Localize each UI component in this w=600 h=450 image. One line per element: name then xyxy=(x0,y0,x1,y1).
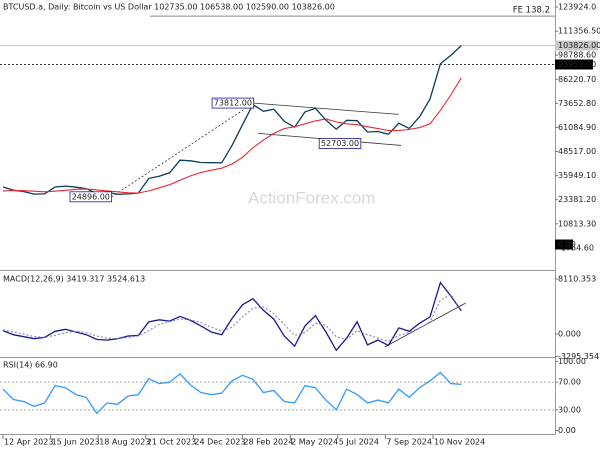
annotation-box xyxy=(69,191,112,203)
trendline xyxy=(111,102,254,198)
horizontal-line-box xyxy=(555,59,593,70)
y-tick-label: 23381.20 xyxy=(558,195,596,204)
y-tick-label: 0.000 xyxy=(558,330,581,339)
y-tick-label: 61084.90 xyxy=(558,123,596,132)
y-tick-label: 100.00 xyxy=(558,357,586,366)
fe-label: FE 138.2 xyxy=(513,6,550,16)
x-tick-label: 5 Jul 2024 xyxy=(339,438,379,447)
y-tick-label: 70.00 xyxy=(558,378,581,387)
panel-title: BTCUSD.a, Daily: Bitcoin vs US Dollar 10… xyxy=(3,3,335,12)
y-tick-label: 8110.353 xyxy=(558,274,596,283)
x-tick-label: 18 Aug 2023 xyxy=(99,438,150,447)
y-tick-label: 73652.80 xyxy=(558,99,596,108)
x-tick-label: 15 Jun 2023 xyxy=(52,438,100,447)
zero-marker-label: 0.00 xyxy=(558,240,576,249)
series-line xyxy=(2,281,462,352)
y-tick-label: 35949.10 xyxy=(558,171,596,180)
y-tick-label: 86220.70 xyxy=(558,75,596,84)
series-line xyxy=(2,371,462,415)
annotation-label: 52703.00 xyxy=(321,139,359,148)
last-price-box xyxy=(555,40,598,51)
series-line xyxy=(2,45,462,195)
x-tick-label: 10 Nov 2024 xyxy=(434,438,485,447)
annotation-label: 73812.00 xyxy=(214,99,252,108)
last-price-label: 103826.00 xyxy=(558,41,600,50)
y-tick-label: 48517.00 xyxy=(558,147,596,156)
x-tick-label: 12 Apr 2023 xyxy=(4,438,53,447)
horizontal-line-label: 93951.00 xyxy=(558,60,596,69)
panel-title: MACD(12,26,9) 3419.317 3524.613 xyxy=(3,275,145,284)
y-tick-label: 98788.60 xyxy=(558,51,596,60)
watermark: ActionForex.com xyxy=(248,188,376,207)
x-tick-label: 28 Feb 2024 xyxy=(244,438,294,447)
series-line xyxy=(2,293,462,343)
zero-marker-box xyxy=(555,239,573,250)
annotation-label: 24896.00 xyxy=(72,192,110,201)
y-tick-label: 30.00 xyxy=(558,405,581,414)
y-tick-label: 123924.0 xyxy=(558,3,596,12)
x-tick-label: 24 Dec 2023 xyxy=(194,438,245,447)
y-tick-label: -3295.354 xyxy=(558,352,599,361)
panel-title: RSI(14) 66.90 xyxy=(3,361,58,370)
y-tick-label: -1754.60 xyxy=(558,243,594,252)
trendline xyxy=(253,102,399,115)
annotation-box xyxy=(318,138,362,149)
y-tick-label: 10813.30 xyxy=(558,219,596,228)
y-tick-label: 111356.50 xyxy=(558,27,600,36)
x-tick-label: 7 Sep 2024 xyxy=(386,438,432,447)
y-tick-label: 0.00 xyxy=(558,426,576,435)
annotation-box xyxy=(211,97,255,109)
x-tick-label: 21 Oct 2023 xyxy=(147,438,196,447)
series-line xyxy=(2,77,462,194)
x-tick-label: 2 May 2024 xyxy=(291,438,338,447)
